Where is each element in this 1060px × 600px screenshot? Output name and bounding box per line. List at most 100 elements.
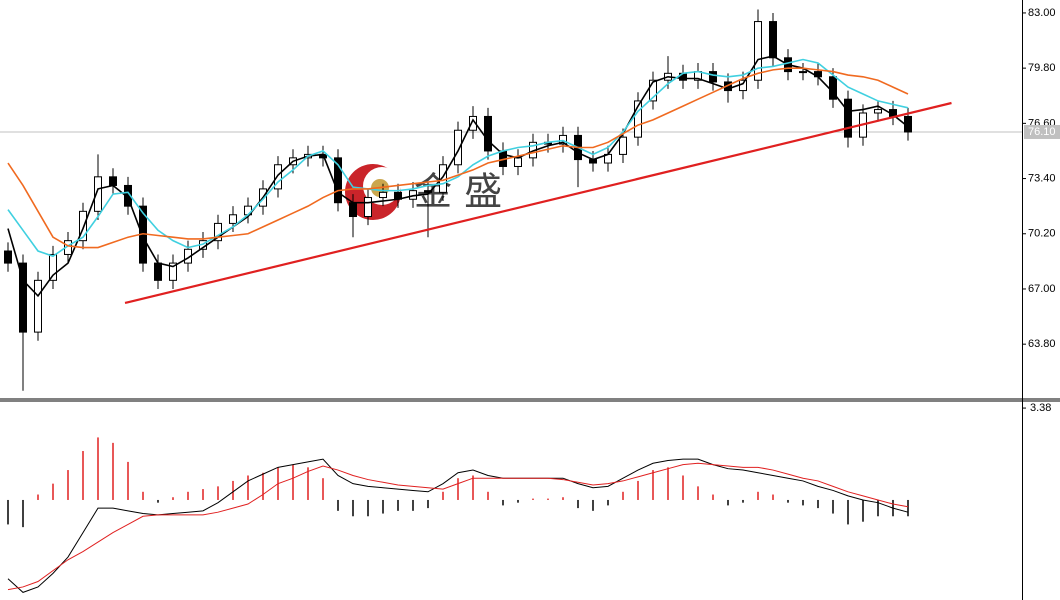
candle-body xyxy=(34,279,42,333)
histogram-bar xyxy=(7,499,9,525)
candle-body xyxy=(874,109,882,114)
histogram-bar xyxy=(772,494,774,500)
candle-body xyxy=(124,184,132,207)
y-tick-label: 83.00 xyxy=(1028,7,1056,19)
histogram-bar xyxy=(427,499,429,509)
moving-average-line xyxy=(7,55,909,298)
histogram-bar xyxy=(877,499,879,517)
candle-body xyxy=(49,253,57,281)
histogram-bar xyxy=(202,489,204,500)
histogram-bar xyxy=(112,442,114,500)
candle-body xyxy=(559,134,567,145)
candle-body xyxy=(19,262,27,333)
histogram-bar xyxy=(37,494,39,500)
histogram-bar xyxy=(577,499,579,509)
histogram-bar xyxy=(562,497,564,500)
candle-body xyxy=(649,79,657,102)
candle-body xyxy=(4,250,12,264)
histogram-bar xyxy=(787,499,789,503)
candle-body xyxy=(514,157,522,167)
candle-body xyxy=(469,115,477,131)
histogram-bar xyxy=(622,491,624,500)
histogram-bar xyxy=(847,499,849,525)
current-price-label: 76.10 xyxy=(1028,126,1056,138)
y-tick-label: 67.00 xyxy=(1028,283,1056,295)
candle-body xyxy=(754,21,762,81)
histogram-bar xyxy=(22,499,24,528)
moving-average-line xyxy=(7,67,909,249)
histogram-bar xyxy=(337,499,339,511)
histogram-bar xyxy=(517,499,519,503)
histogram-bar xyxy=(487,491,489,500)
candle-body xyxy=(484,115,492,152)
candle-body xyxy=(364,197,372,218)
histogram-bar xyxy=(322,478,324,500)
histogram-bar xyxy=(67,470,69,500)
histogram-bar xyxy=(697,486,699,500)
histogram-bar xyxy=(97,437,99,500)
histogram-bar xyxy=(142,491,144,500)
histogram-bar xyxy=(262,472,264,500)
histogram-bar xyxy=(802,499,804,506)
candle-body xyxy=(214,222,222,242)
histogram-bar xyxy=(637,480,639,500)
moving-average-line xyxy=(7,58,909,258)
candle-body xyxy=(349,202,357,218)
candle-body xyxy=(619,136,627,155)
histogram-bar xyxy=(832,499,834,514)
candle-body xyxy=(379,191,387,199)
histogram-bar xyxy=(667,467,669,500)
histogram-bar xyxy=(82,451,84,500)
histogram-bar xyxy=(712,494,714,500)
histogram-bar xyxy=(472,475,474,500)
candle-body xyxy=(709,71,717,83)
histogram-bar xyxy=(157,499,159,503)
current-price-box xyxy=(1024,124,1060,139)
y-tick-label: 70.20 xyxy=(1028,228,1056,240)
candle-body xyxy=(739,79,747,92)
histogram-bar xyxy=(592,499,594,511)
histogram-bar xyxy=(757,491,759,500)
histogram-bar xyxy=(292,464,294,500)
histogram-bar xyxy=(52,483,54,500)
histogram-bar xyxy=(682,475,684,500)
candle-body xyxy=(454,129,462,166)
histogram-bar xyxy=(502,499,504,506)
candle-body xyxy=(634,100,642,138)
histogram-bar xyxy=(397,499,399,511)
candle-body xyxy=(169,262,177,281)
watermark: 金 盛 xyxy=(345,164,502,220)
histogram-bar xyxy=(607,499,609,506)
histogram-bar xyxy=(232,480,234,500)
histogram-bar xyxy=(862,499,864,522)
candle-body xyxy=(109,176,117,186)
macd-line xyxy=(7,462,909,591)
y-tick-label: 3.38 xyxy=(1030,402,1051,414)
candle-body xyxy=(94,176,102,212)
candle-body xyxy=(154,262,162,281)
histogram-bar xyxy=(307,467,309,500)
histogram-bar xyxy=(172,497,174,500)
histogram-bar xyxy=(907,499,909,517)
histogram-bar xyxy=(412,499,414,511)
candle-body xyxy=(799,71,807,74)
y-tick-label: 73.40 xyxy=(1028,172,1056,184)
y-tick-label: 63.80 xyxy=(1028,338,1056,350)
candle-body xyxy=(274,164,282,190)
histogram-bar xyxy=(547,498,549,500)
candle-body xyxy=(844,98,852,138)
candle-body xyxy=(334,157,342,204)
trendline xyxy=(124,101,952,305)
histogram-bar xyxy=(382,499,384,514)
candle-body xyxy=(79,210,87,242)
histogram-bar xyxy=(367,499,369,517)
histogram-bar xyxy=(727,499,729,506)
y-tick-label: 79.80 xyxy=(1028,62,1056,74)
histogram-bar xyxy=(217,486,219,500)
histogram-bar xyxy=(817,499,819,509)
candle-body xyxy=(769,21,777,59)
histogram-bar xyxy=(532,498,534,500)
